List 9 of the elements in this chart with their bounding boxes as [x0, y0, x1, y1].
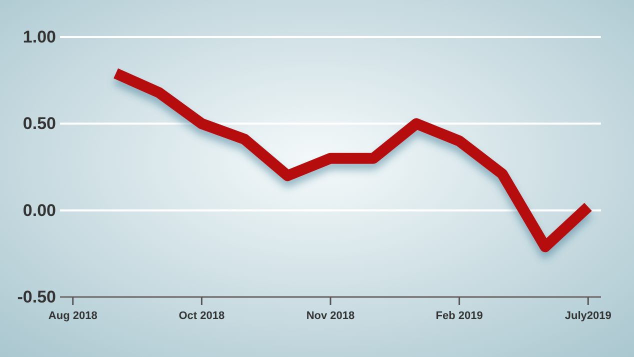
- y-tick-label: 1.00: [22, 27, 56, 46]
- x-tick-label: Aug 2018: [48, 310, 98, 322]
- x-tick-label: Nov 2018: [306, 310, 355, 322]
- y-tick-label: 0.50: [22, 114, 56, 134]
- y-tick-label: 0.00: [22, 200, 56, 220]
- x-tick-label: July2019: [564, 310, 612, 322]
- y-tick-label: -0.50: [17, 287, 56, 306]
- x-tick-label: Feb 2019: [436, 310, 483, 322]
- x-tick-label: Oct 2018: [178, 310, 225, 322]
